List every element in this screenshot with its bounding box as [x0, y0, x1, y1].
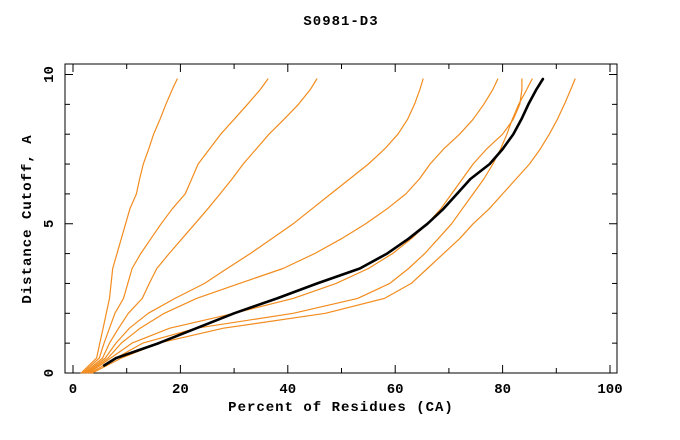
- curve-model-2: [82, 78, 269, 374]
- curve-model-5: [86, 78, 499, 374]
- plot-border: [64, 63, 618, 374]
- curve-model-3: [83, 78, 318, 374]
- x-tick-label: 40: [279, 382, 296, 398]
- x-tick-label: 80: [494, 382, 511, 398]
- y-tick-label: 10: [42, 66, 58, 83]
- x-axis-title: Percent of Residues (CA): [228, 400, 454, 416]
- x-tick-label: 60: [387, 382, 404, 398]
- x-tick-label: 100: [597, 382, 622, 398]
- y-tick-label: 0: [42, 369, 58, 377]
- curve-model-7: [90, 78, 533, 374]
- curve-model-4: [85, 78, 424, 374]
- x-tick-label: 20: [172, 382, 189, 398]
- y-tick-label: 5: [42, 220, 58, 228]
- curve-model-8: [91, 78, 576, 374]
- plot-title: S0981-D3: [303, 14, 379, 30]
- curve-model-1: [80, 78, 178, 374]
- curve-highlighted-model: [102, 77, 545, 367]
- curve-model-6: [88, 78, 523, 374]
- x-tick-label: 0: [69, 382, 77, 398]
- y-axis-title: Distance Cutoff, A: [20, 134, 36, 304]
